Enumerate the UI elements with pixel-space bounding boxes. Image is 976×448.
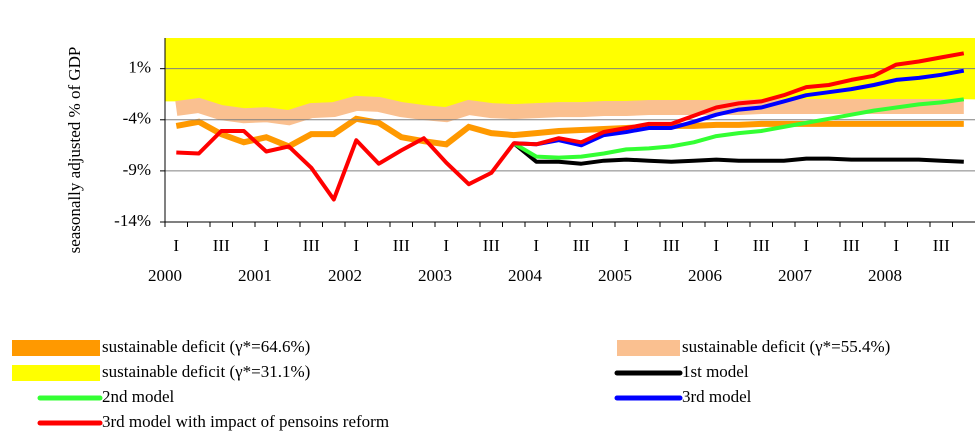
legend-label: 2nd model [102, 387, 175, 406]
legend-swatch [12, 340, 100, 356]
legend-item: sustainable deficit (γ*=31.1%) [12, 362, 310, 381]
legend-swatch [617, 340, 680, 356]
legend-item: 2nd model [37, 387, 175, 406]
x-group-label: 2007 [778, 266, 813, 285]
x-tick-label: III [933, 236, 950, 255]
legend-item: 3rd model [614, 387, 752, 406]
x-tick-label: I [263, 236, 269, 255]
x-tick-label: III [303, 236, 320, 255]
y-axis-title: seasonally adjusted % of GDP [65, 47, 84, 254]
x-tick-label: I [893, 236, 899, 255]
legend-item: 1st model [614, 362, 749, 381]
band [175, 95, 964, 126]
line [512, 141, 964, 166]
legend-label: sustainable deficit (γ*=64.6%) [102, 337, 310, 356]
x-group-label: 2005 [598, 266, 632, 285]
legend-label: sustainable deficit (γ*=55.4%) [682, 337, 890, 356]
y-tick-label: -14% [114, 211, 151, 230]
legend-item: sustainable deficit (γ*=55.4%) [617, 337, 890, 356]
x-group-label: 2000 [148, 266, 182, 285]
line [512, 97, 965, 160]
x-group-label: 2004 [508, 266, 543, 285]
x-tick-label: I [173, 236, 179, 255]
legend-label: 3rd model [682, 387, 752, 406]
x-tick-label: I [803, 236, 809, 255]
x-group-label: 2002 [328, 266, 362, 285]
y-tick-label: -9% [123, 160, 151, 179]
x-tick-label: III [483, 236, 500, 255]
x-group-label: 2006 [688, 266, 722, 285]
legend-label: 3rd model with impact of pensoins reform [102, 412, 389, 431]
line [176, 51, 965, 202]
x-tick-label: I [713, 236, 719, 255]
x-tick-label: III [213, 236, 230, 255]
y-tick-label: 1% [128, 58, 151, 77]
x-tick-label: III [753, 236, 770, 255]
x-tick-label: III [573, 236, 590, 255]
x-tick-label: I [353, 236, 359, 255]
plot [165, 38, 975, 222]
x-tick-label: III [393, 236, 410, 255]
legend-item: 3rd model with impact of pensoins reform [37, 412, 389, 431]
legend-swatch [12, 365, 100, 381]
legend-item: sustainable deficit (γ*=64.6%) [12, 337, 310, 356]
y-tick-label: -4% [123, 109, 151, 128]
x-group-label: 2003 [418, 266, 452, 285]
band [175, 115, 964, 150]
x-tick-label: III [843, 236, 860, 255]
x-tick-label: I [533, 236, 539, 255]
legend-label: sustainable deficit (γ*=31.1%) [102, 362, 310, 381]
x-group-label: 2001 [238, 266, 272, 285]
legend-label: 1st model [682, 362, 749, 381]
x-tick-label: I [623, 236, 629, 255]
x-group-label: 2008 [868, 266, 902, 285]
line [513, 68, 965, 148]
x-tick-label: I [443, 236, 449, 255]
area [165, 38, 975, 111]
x-tick-label: III [663, 236, 680, 255]
